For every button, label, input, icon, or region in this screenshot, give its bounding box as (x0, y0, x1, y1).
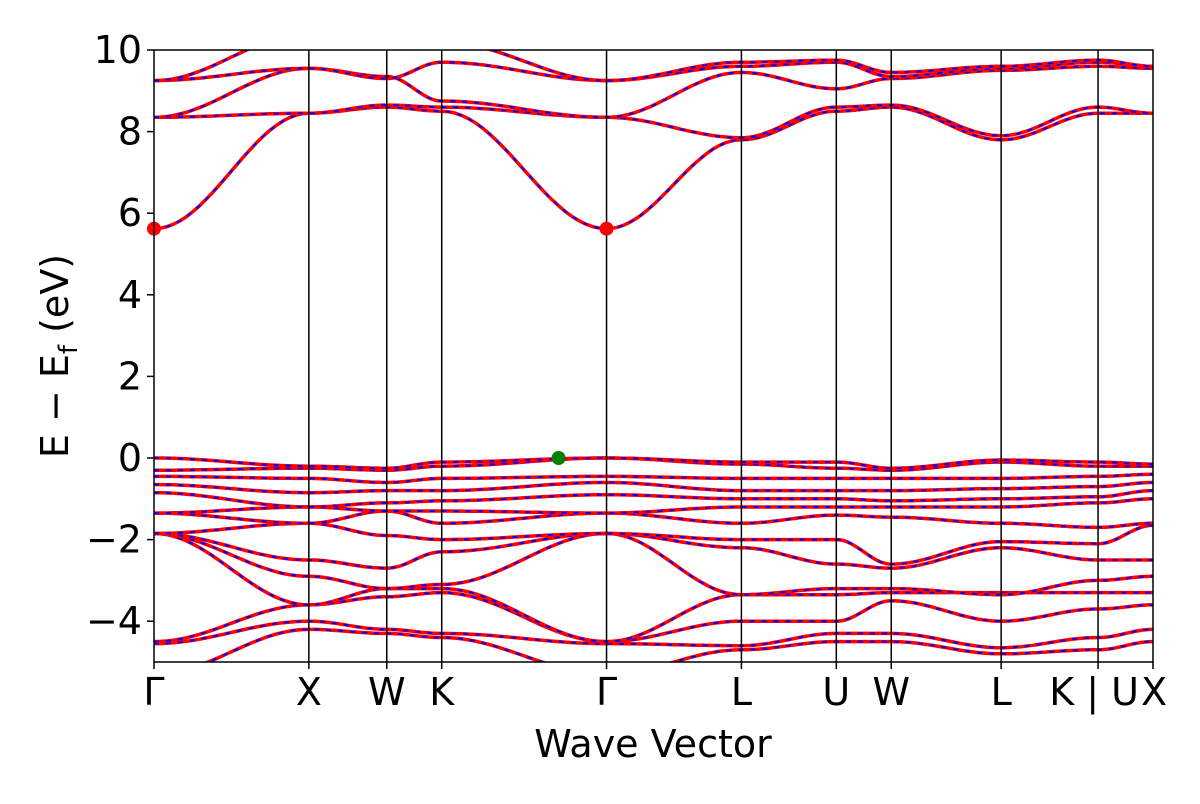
band-line-20 (154, 26, 1153, 42)
x-tick-label-1: X (296, 670, 322, 714)
y-axis-label-sub: f (54, 344, 84, 354)
band-overlay-18 (154, 61, 1153, 82)
band-overlay-5 (154, 532, 1153, 596)
x-tick-label-8: L (991, 670, 1012, 714)
vbm-marker-2 (551, 451, 566, 465)
y-tick-label-5: 6 (118, 191, 142, 235)
band-line-11 (154, 480, 1153, 495)
band-overlay-12 (154, 473, 1153, 484)
cbm-marker-1 (599, 221, 614, 236)
x-tick-label-10: X (1141, 670, 1167, 714)
x-tick-label-9: K | U (1049, 670, 1139, 715)
band-line-15 (154, 105, 1153, 231)
y-axis-label-main: E − E (33, 354, 77, 458)
y-axis-label: E − Ef (eV) (33, 254, 84, 458)
band-overlay-7 (154, 522, 1153, 566)
band-line-8 (154, 509, 1153, 530)
band-line-16 (154, 103, 1153, 140)
band-line-7 (154, 521, 1153, 566)
band-overlay-3 (154, 591, 1153, 643)
y-tick-label-6: 8 (118, 110, 142, 154)
y-tick-label-7: 10 (94, 28, 142, 72)
y-tick-label-0: −4 (86, 599, 142, 643)
x-tick-label-5: L (731, 670, 752, 714)
band-line-3 (154, 590, 1153, 644)
extrema-markers (147, 221, 614, 465)
band-overlay-19 (154, 50, 1153, 82)
x-tick-label-4: Γ (596, 670, 617, 714)
kpoint-lines (308, 50, 1099, 662)
y-axis-label-unit: (eV) (33, 254, 77, 345)
x-tick-label-0: Γ (143, 670, 164, 714)
x-axis-label: Wave Vector (534, 722, 772, 766)
y-tick-label-3: 2 (118, 354, 142, 398)
x-tick-label-3: K (429, 670, 455, 714)
band-overlay-15 (154, 106, 1153, 230)
y-tick-label-1: −2 (86, 518, 142, 562)
band-overlay-20 (154, 26, 1153, 42)
y-tick-label-4: 4 (118, 273, 142, 317)
bands-layer (154, 26, 1153, 662)
y-tick-label-2: 0 (118, 436, 142, 480)
band-line-19 (154, 50, 1153, 83)
band-line-12 (154, 472, 1153, 485)
band-overlay-9 (154, 497, 1153, 515)
x-tick-label-7: W (872, 670, 910, 714)
x-tick-label-6: U (822, 670, 850, 714)
plot-frame (153, 49, 1154, 663)
y-axis: −4 −2 0 2 4 6 8 10 (86, 28, 154, 643)
x-tick-label-2: W (368, 670, 406, 714)
band-overlay-6 (154, 532, 1153, 570)
